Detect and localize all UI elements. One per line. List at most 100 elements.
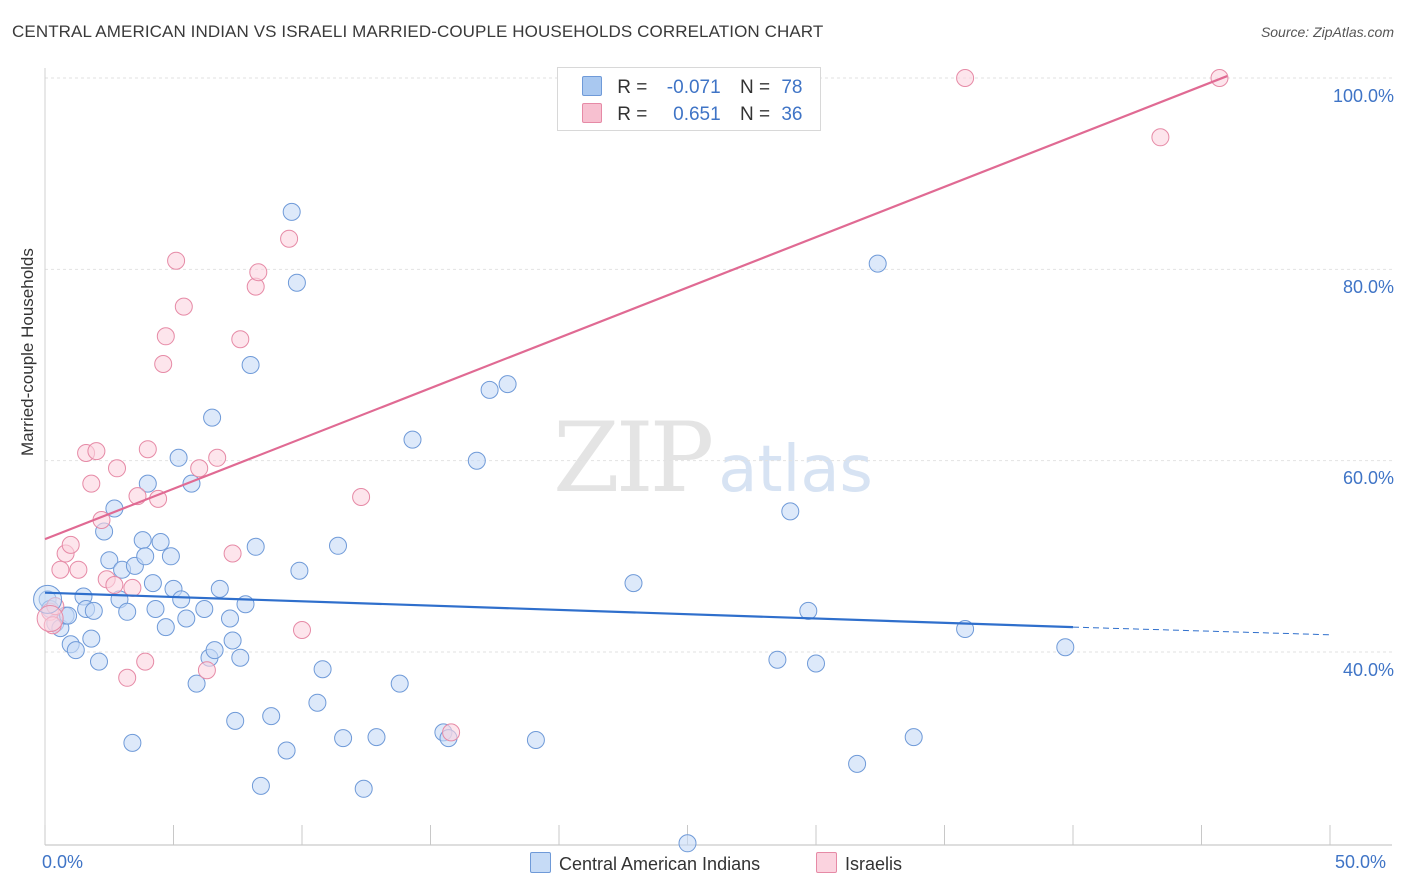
central-american-point-18 [118, 602, 137, 621]
x-tick-label-min: 0.0% [42, 852, 84, 872]
israeli-point-26 [208, 448, 227, 467]
central-american-point-53 [308, 693, 327, 712]
israeli-point-23 [174, 297, 193, 316]
central-american-point-65 [498, 375, 517, 394]
central-american-point-49 [277, 741, 296, 760]
bottom-legend-swatch-pink [816, 852, 837, 873]
legend-n-value: 36 [781, 104, 803, 125]
central-american-point-7 [66, 641, 85, 660]
y-tick-label-40: 40.0% [1342, 660, 1394, 680]
bottom-legend-central-american: Central American Indians [530, 852, 760, 875]
central-american-point-51 [287, 273, 306, 292]
central-american-point-60 [403, 430, 422, 449]
israeli-point-32 [293, 621, 311, 639]
israeli-point-36 [1151, 128, 1170, 147]
central-american-point-73 [848, 754, 867, 773]
israeli-point-30 [249, 263, 268, 282]
central-american-point-23 [138, 474, 157, 493]
central-american-point-70 [781, 502, 800, 521]
watermark-zip: ZIP [553, 402, 714, 514]
legend-n-label: N = [739, 77, 771, 98]
legend-n-value: 78 [781, 77, 803, 98]
israeli-point-17 [136, 652, 155, 671]
legend-r-value: 0.651 [673, 104, 721, 125]
central-american-point-48 [262, 707, 281, 726]
central-american-point-28 [161, 547, 180, 566]
central-american-point-66 [526, 731, 545, 749]
israeli-point-6 [69, 560, 88, 579]
central-american-point-14 [100, 551, 119, 570]
israeli-point-13 [108, 459, 126, 478]
israeli-point-28 [231, 330, 250, 349]
central-american-point-54 [313, 660, 332, 679]
israeli-point-27 [223, 544, 242, 563]
legend-row-central-american: R = -0.071 N = 78 [582, 76, 802, 100]
central-american-point-72 [807, 654, 825, 673]
central-american-point-43 [231, 648, 250, 667]
bottom-legend-israelis: Israelis [816, 852, 902, 875]
central-american-point-37 [203, 408, 222, 427]
y-tick-label-60: 60.0% [1342, 468, 1394, 488]
central-american-point-21 [133, 531, 152, 550]
central-american-trend-extension [1072, 626, 1331, 636]
israeli-point-21 [156, 327, 175, 346]
central-american-point-25 [146, 600, 165, 618]
central-american-point-26 [151, 533, 170, 551]
central-american-point-74 [868, 254, 887, 273]
central-american-point-75 [904, 728, 923, 747]
central-american-point-11 [84, 601, 103, 620]
legend-n-label: N = [739, 104, 771, 125]
central-american-point-19 [123, 733, 142, 752]
central-american-point-24 [143, 574, 162, 593]
central-american-point-32 [177, 609, 196, 628]
israeli-point-9 [87, 442, 106, 461]
legend-row-israelis: R = 0.651 N = 36 [582, 103, 802, 127]
israeli-point-22 [167, 251, 186, 270]
central-american-point-35 [195, 600, 214, 618]
central-american-point-50 [282, 202, 301, 221]
israeli-point-35 [956, 69, 975, 87]
central-american-point-27 [156, 618, 175, 637]
legend-r-value: -0.071 [666, 77, 721, 98]
israeli-point-8 [82, 474, 101, 493]
central-american-point-69 [768, 650, 787, 669]
watermark-atlas: atlas [718, 433, 873, 507]
central-american-point-30 [169, 448, 188, 467]
central-american-point-68 [678, 834, 697, 853]
central-american-trend-line [44, 591, 1074, 629]
legend-swatch-blue [582, 76, 602, 96]
israeli-point-25 [197, 661, 216, 680]
source-label: Source: ZipAtlas.com [1260, 24, 1394, 40]
central-american-point-64 [480, 380, 499, 399]
x-tick-label-max: 50.0% [1335, 852, 1387, 872]
central-american-point-55 [329, 536, 347, 555]
bottom-legend-swatch-blue [530, 852, 551, 873]
central-american-point-34 [187, 674, 206, 693]
central-american-point-42 [226, 711, 245, 730]
central-american-point-38 [205, 641, 224, 660]
central-american-point-63 [467, 451, 486, 470]
central-american-point-58 [367, 728, 386, 747]
central-american-point-41 [223, 631, 242, 650]
central-american-point-39 [210, 579, 229, 598]
israeli-point-20 [154, 355, 173, 373]
legend-r-label: R = [617, 77, 648, 98]
central-american-point-52 [290, 561, 309, 580]
central-american-point-67 [624, 574, 643, 593]
legend-swatch-pink [582, 103, 602, 123]
stats-legend: R = -0.071 N = 78 R = 0.651 N = 36 [557, 67, 821, 131]
watermark: ZIP atlas [553, 402, 873, 514]
y-tick-label-80: 80.0% [1342, 277, 1394, 297]
central-american-point-40 [221, 609, 239, 628]
israeli-point-24 [190, 459, 209, 478]
central-american-point-31 [172, 590, 191, 609]
israeli-trend-line [44, 75, 1228, 541]
central-american-point-59 [390, 674, 409, 693]
central-american-point-56 [334, 729, 353, 748]
y-tick-label-100: 100.0% [1332, 86, 1394, 106]
central-american-point-47 [251, 776, 270, 795]
chart-title: CENTRAL AMERICAN INDIAN VS ISRAELI MARRI… [12, 22, 824, 41]
y-axis-label: Married-couple Households [18, 248, 37, 456]
central-american-point-77 [1056, 638, 1075, 657]
